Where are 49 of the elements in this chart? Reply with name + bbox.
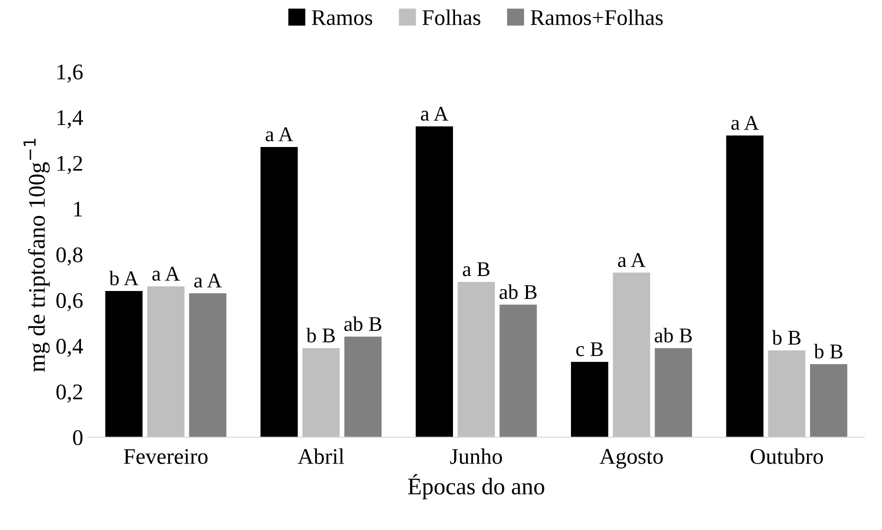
- x-tick-label: Outubro: [750, 448, 823, 464]
- legend-label: Ramos: [312, 10, 372, 26]
- data-label: ab B: [500, 284, 537, 300]
- data-label: b B: [772, 330, 800, 345]
- x-axis-title: Épocas do ano: [408, 474, 544, 500]
- bar: [302, 348, 340, 438]
- data-label: c B: [576, 342, 603, 356]
- y-tick-label: 1,2: [58, 156, 82, 174]
- bar: [105, 290, 143, 438]
- data-label: ab B: [344, 316, 382, 332]
- bar: [726, 136, 764, 438]
- bar: [189, 293, 226, 438]
- legend-label: Ramos+Folhas: [530, 9, 663, 26]
- data-label: a A: [194, 274, 222, 288]
- x-tick-label: Abril: [298, 448, 344, 464]
- y-tick-label: 1: [74, 202, 82, 216]
- y-axis-title: mg de triptofano 100g$^{−1}$: [24, 138, 50, 372]
- data-label: b A: [109, 270, 139, 286]
- data-label: a A: [152, 266, 180, 281]
- bar: [570, 362, 608, 438]
- bar: [260, 146, 298, 438]
- x-tick-label: Fevereiro: [124, 449, 208, 464]
- data-label: a B: [462, 262, 490, 276]
- legend-label: Folhas: [422, 9, 480, 26]
- y-tick-label: 0,8: [56, 247, 82, 266]
- y-tick-label: 0,6: [56, 293, 83, 312]
- bar: [612, 272, 650, 438]
- data-label: b B: [814, 344, 842, 358]
- y-tick-label: 0,2: [56, 384, 82, 403]
- bar: [768, 350, 806, 438]
- x-tick-label: Junho: [450, 448, 502, 464]
- bar: [147, 286, 184, 438]
- y-tick-label: 0,4: [56, 338, 83, 357]
- bar: [810, 364, 848, 438]
- data-label: a A: [420, 106, 448, 121]
- data-label: ab B: [654, 328, 692, 342]
- y-tick-label: 0: [73, 430, 82, 446]
- y-tick-label: 1,4: [58, 110, 83, 128]
- bar: [500, 304, 537, 438]
- data-label: a A: [731, 116, 759, 130]
- y-tick-label: 1,6: [58, 64, 83, 83]
- data-label: b B: [306, 328, 335, 342]
- bar: [458, 282, 495, 438]
- data-label: a A: [266, 127, 294, 142]
- bar: [654, 348, 692, 438]
- bar: [344, 336, 382, 438]
- x-tick-label: Agosto: [600, 449, 663, 469]
- data-label: a A: [618, 253, 646, 268]
- bar: [416, 126, 453, 438]
